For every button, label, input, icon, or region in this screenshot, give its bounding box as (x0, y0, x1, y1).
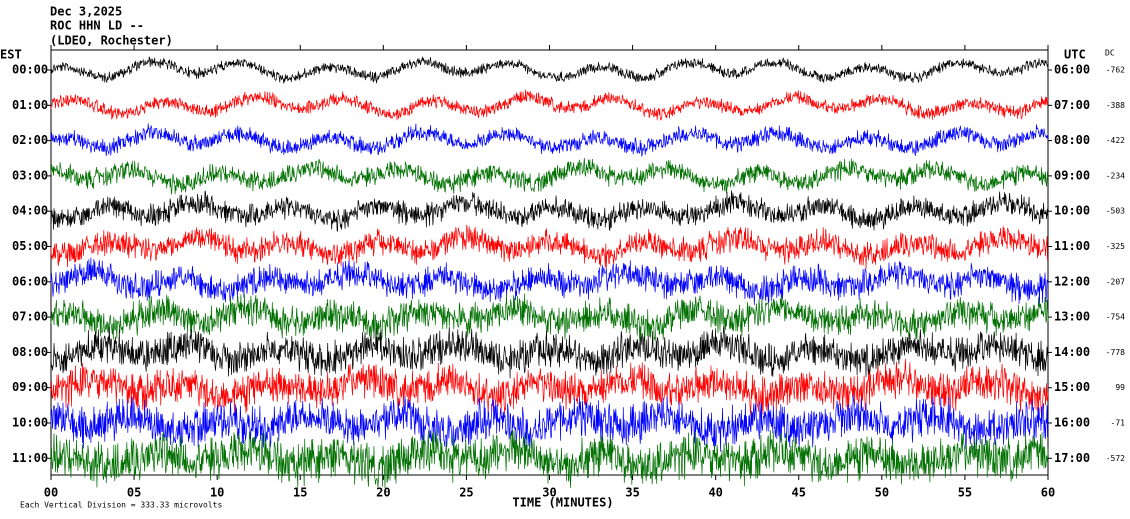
utc-label: 17:00 (1054, 451, 1090, 465)
dc-label: -503 (1106, 207, 1125, 216)
dc-label: -754 (1106, 313, 1125, 322)
utc-label: 16:00 (1054, 416, 1090, 430)
footer: Each Vertical Division = 333.33 microvol… (20, 501, 222, 510)
est-label: 07:00 (12, 310, 48, 324)
utc-title: UTC (1064, 48, 1086, 62)
est-label: 00:00 (12, 63, 48, 77)
x-tick-label: 30 (542, 486, 556, 500)
dc-label: -388 (1106, 101, 1125, 110)
est-label: 11:00 (12, 451, 48, 465)
x-tick-label: 40 (708, 486, 722, 500)
est-label: 02:00 (12, 133, 48, 147)
est-label: 05:00 (12, 239, 48, 253)
trace (50, 358, 1049, 416)
utc-label: 09:00 (1054, 168, 1090, 182)
trace (50, 224, 1049, 270)
utc-label: 14:00 (1054, 345, 1090, 359)
est-title: EST (0, 48, 22, 62)
est-label: 08:00 (12, 345, 48, 359)
trace (50, 89, 1049, 121)
dc-label: -234 (1106, 171, 1125, 180)
trace (50, 56, 1049, 84)
est-label: 10:00 (12, 416, 48, 430)
trace (50, 158, 1049, 195)
est-label: 01:00 (12, 98, 48, 112)
x-tick-label: 25 (459, 486, 473, 500)
utc-label: 11:00 (1054, 239, 1090, 253)
trace (50, 394, 1049, 452)
trace (50, 293, 1049, 342)
dc-label: -572 (1106, 454, 1125, 463)
utc-label: 06:00 (1054, 63, 1090, 77)
dc-label: -778 (1106, 348, 1125, 357)
x-tick-label: 05 (127, 486, 141, 500)
dc-label: 99 (1115, 383, 1125, 392)
utc-label: 07:00 (1054, 98, 1090, 112)
x-tick-label: 45 (792, 486, 806, 500)
est-label: 06:00 (12, 274, 48, 288)
dc-label: -422 (1106, 136, 1125, 145)
utc-label: 13:00 (1054, 310, 1090, 324)
dc-label: -325 (1106, 242, 1125, 251)
dc-label: -207 (1106, 277, 1125, 286)
trace (50, 190, 1049, 232)
trace (50, 123, 1049, 157)
est-label: 09:00 (12, 380, 48, 394)
header-line: (LDEO, Rochester) (50, 34, 173, 48)
trace (50, 325, 1049, 379)
header-line: Dec 3,2025 (50, 5, 122, 19)
x-tick-label: 50 (875, 486, 889, 500)
trace (50, 429, 1049, 489)
utc-label: 08:00 (1054, 133, 1090, 147)
x-tick-label: 35 (625, 486, 639, 500)
utc-label: 15:00 (1054, 380, 1090, 394)
x-tick-label: 20 (376, 486, 390, 500)
trace (50, 257, 1049, 306)
utc-label: 10:00 (1054, 204, 1090, 218)
header-line: ROC HHN LD -- (50, 19, 144, 33)
x-axis-title: TIME (MINUTES) (512, 496, 613, 510)
traces (50, 56, 1049, 489)
est-label: 03:00 (12, 168, 48, 182)
est-label: 04:00 (12, 204, 48, 218)
x-tick-label: 55 (958, 486, 972, 500)
x-tick-label: 60 (1041, 486, 1055, 500)
x-tick-label: 00 (44, 486, 58, 500)
dc-title: DC (1105, 49, 1115, 58)
x-tick-label: 15 (293, 486, 307, 500)
dc-label: -762 (1106, 66, 1125, 75)
utc-label: 12:00 (1054, 274, 1090, 288)
x-tick-label: 10 (210, 486, 224, 500)
dc-label: -71 (1111, 419, 1126, 428)
